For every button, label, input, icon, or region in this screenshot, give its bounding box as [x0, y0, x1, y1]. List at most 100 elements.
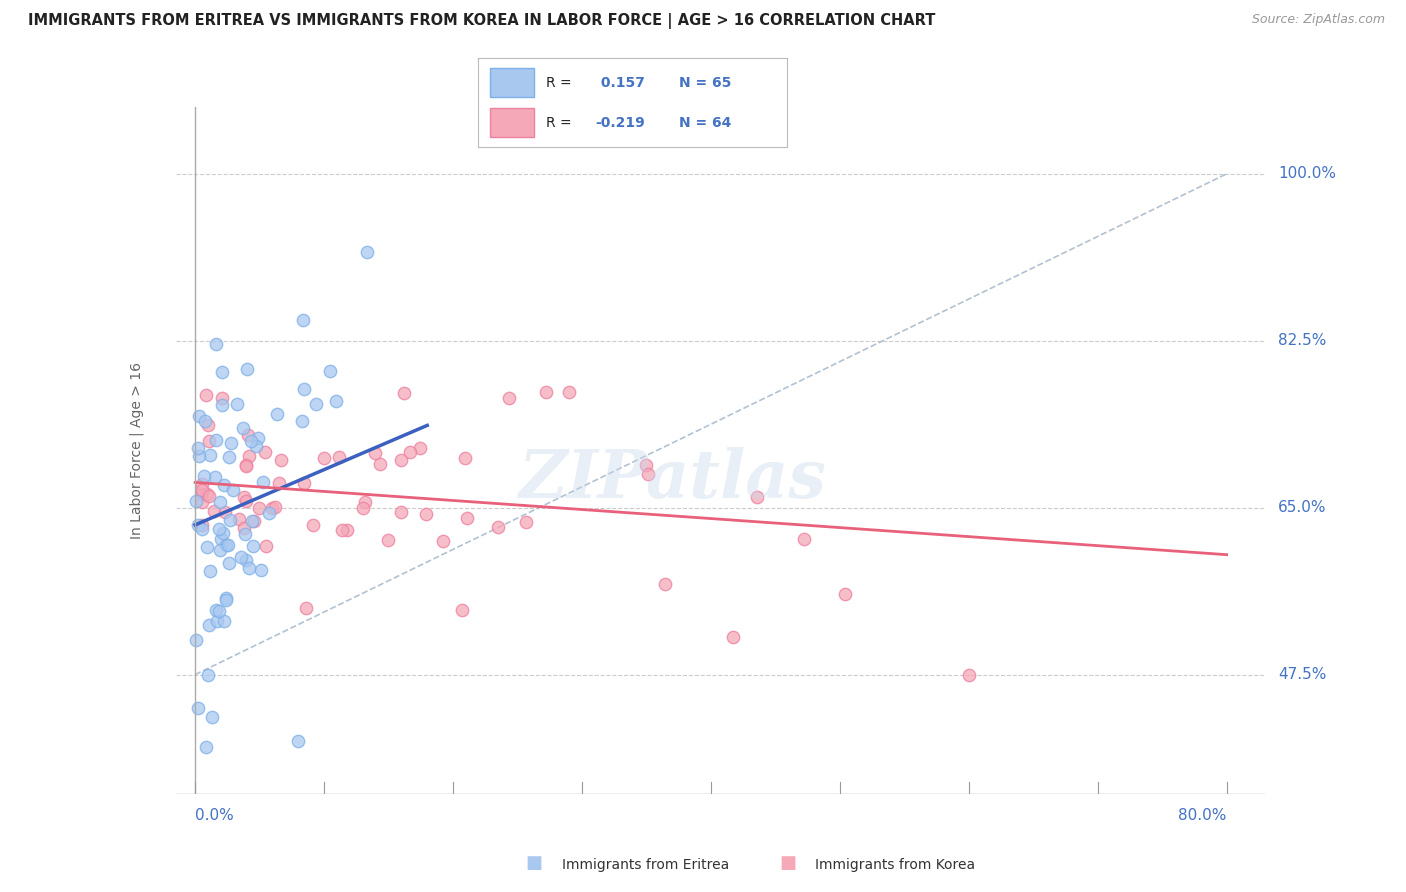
Point: [211, 391, 233, 405]
Point: [242, 540, 264, 554]
Point: [194, 414, 217, 428]
Point: [721, 630, 744, 644]
Point: [834, 587, 856, 601]
Point: [233, 491, 256, 505]
Point: [389, 505, 412, 519]
Point: [205, 615, 228, 629]
Point: [254, 539, 277, 553]
Point: [235, 458, 257, 473]
Point: [270, 453, 292, 467]
Point: [214, 615, 236, 629]
Point: [187, 518, 209, 533]
Point: [222, 483, 245, 497]
Point: [205, 602, 228, 616]
Text: Immigrants from Korea: Immigrants from Korea: [815, 858, 976, 872]
Point: [389, 453, 412, 467]
Point: [208, 522, 231, 536]
Text: 100.0%: 100.0%: [1278, 166, 1336, 181]
Point: [233, 527, 256, 541]
Point: [218, 450, 240, 465]
Text: Immigrants from Eritrea: Immigrants from Eritrea: [562, 858, 730, 872]
Point: [211, 365, 233, 379]
FancyBboxPatch shape: [491, 68, 534, 97]
Point: [257, 506, 280, 520]
Point: [238, 449, 260, 463]
Point: [195, 487, 218, 501]
Point: [353, 495, 375, 509]
Text: 47.5%: 47.5%: [1278, 667, 1327, 682]
Point: [242, 514, 264, 528]
Point: [264, 500, 287, 514]
Point: [370, 458, 392, 472]
Point: [188, 449, 211, 463]
Point: [209, 532, 232, 546]
Point: [190, 483, 212, 497]
Point: [235, 458, 257, 472]
Point: [253, 445, 276, 459]
Point: [236, 428, 259, 442]
Point: [515, 515, 537, 529]
Point: [225, 397, 247, 411]
Point: [266, 408, 288, 422]
Point: [328, 450, 350, 465]
Text: N = 65: N = 65: [679, 76, 731, 90]
Point: [486, 520, 509, 534]
Point: [250, 563, 273, 577]
Text: 65.0%: 65.0%: [1278, 500, 1327, 516]
Point: [236, 362, 259, 376]
Point: [233, 521, 256, 535]
Point: [190, 487, 212, 501]
Point: [292, 383, 315, 397]
Point: [363, 446, 385, 460]
Text: R =: R =: [546, 116, 572, 130]
Text: -0.219: -0.219: [596, 116, 645, 130]
Point: [245, 439, 267, 453]
Point: [247, 501, 270, 516]
Point: [294, 600, 316, 615]
Point: [394, 385, 416, 400]
Point: [218, 556, 240, 570]
Point: [187, 441, 209, 455]
Point: [398, 444, 420, 458]
Point: [208, 604, 231, 618]
Point: [291, 414, 314, 428]
Point: [356, 245, 378, 260]
Point: [209, 542, 232, 557]
Point: [292, 475, 315, 490]
Point: [269, 476, 291, 491]
Point: [211, 526, 233, 541]
Text: 82.5%: 82.5%: [1278, 334, 1327, 348]
Point: [215, 593, 238, 607]
Point: [211, 398, 233, 412]
Point: [194, 740, 217, 755]
Point: [235, 552, 257, 566]
Point: [636, 458, 658, 472]
Point: [747, 490, 769, 504]
Point: [194, 388, 217, 402]
Point: [292, 313, 315, 327]
Point: [219, 513, 242, 527]
Point: [190, 522, 212, 536]
Point: [793, 532, 815, 546]
Point: [190, 476, 212, 491]
Point: [198, 434, 221, 449]
Point: [242, 514, 264, 528]
Point: [190, 495, 212, 509]
Point: [197, 417, 219, 432]
Point: [302, 517, 325, 532]
Point: [186, 494, 208, 508]
Text: ■: ■: [779, 855, 796, 872]
Point: [536, 385, 558, 400]
Point: [215, 591, 238, 605]
FancyBboxPatch shape: [491, 108, 534, 137]
Point: [208, 495, 231, 509]
Text: In Labor Force | Age > 16: In Labor Force | Age > 16: [129, 362, 145, 539]
Text: Source: ZipAtlas.com: Source: ZipAtlas.com: [1251, 13, 1385, 27]
Point: [319, 364, 342, 378]
Point: [252, 475, 274, 489]
Point: [409, 441, 432, 455]
Text: 0.157: 0.157: [596, 76, 644, 90]
Point: [336, 523, 359, 537]
Text: R =: R =: [546, 76, 572, 90]
Point: [187, 409, 209, 424]
